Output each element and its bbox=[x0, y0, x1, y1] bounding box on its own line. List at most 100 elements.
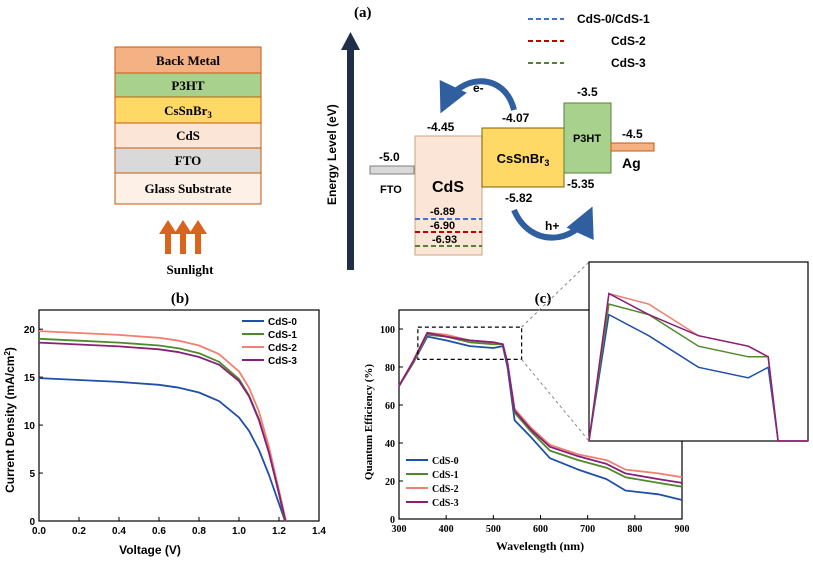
jv-legend-label: CdS-0 bbox=[268, 317, 297, 328]
jv-chart: 0.0 0.2 0.4 0.6 0.8 1.0 1.2 1.4 0 5 10 15 20 CdS-0 Cd… bbox=[24, 309, 326, 537]
jv-xtick-label: 1.2 bbox=[272, 526, 286, 537]
jv-ytick-label: 10 bbox=[24, 421, 36, 432]
jv-ytick-label: 20 bbox=[24, 325, 36, 336]
energy-axis-label: Energy Level (eV) bbox=[325, 104, 339, 205]
jv-series-cds-0 bbox=[38, 377, 286, 522]
jv-ylabel: Current Density (mA/cm2) bbox=[3, 347, 18, 493]
jv-series-cds-3 bbox=[38, 341, 287, 522]
jv-xtick-label: 0.8 bbox=[192, 526, 206, 537]
qe-xlabel: Wavelength (nm) bbox=[496, 539, 584, 553]
jv-xtick-label: 0.2 bbox=[72, 526, 86, 537]
layer-back-metal-label: Back Metal bbox=[156, 53, 220, 68]
qe-chart-series bbox=[398, 331, 683, 501]
band-diagram: -5.0 FTO -4.45 CdS -6.89 -6.90 -6.93 -4.… bbox=[369, 78, 655, 256]
qe-legend-label: CdS-3 bbox=[432, 498, 459, 509]
jv-plot-frame bbox=[38, 309, 320, 522]
cds-band bbox=[414, 135, 483, 256]
ag-level: -4.5 bbox=[622, 127, 643, 141]
jv-ytick-label: 15 bbox=[24, 373, 36, 384]
cds-vb-level-cds01: -6.89 bbox=[430, 206, 455, 218]
jv-legend-label: CdS-3 bbox=[268, 356, 297, 367]
fto-name: FTO bbox=[380, 184, 402, 196]
qe-xtick-label: 900 bbox=[675, 524, 690, 535]
qe-ytick-label: 100 bbox=[380, 325, 395, 336]
qe-ytick-label: 40 bbox=[385, 439, 395, 450]
jv-xtick-label: 0.6 bbox=[152, 526, 166, 537]
qe-chart-legend: CdS-0 CdS-1 CdS-2 CdS-3 bbox=[406, 456, 459, 509]
electron-label: e- bbox=[473, 81, 484, 95]
qe-ytick-label: 80 bbox=[385, 363, 395, 374]
qe-legend-label: CdS-2 bbox=[432, 484, 459, 495]
hole-transfer-arrow-icon bbox=[511, 206, 594, 241]
energy-axis bbox=[341, 32, 360, 270]
p3ht-lumo-level: -3.5 bbox=[577, 85, 598, 99]
qe-xtick-label: 600 bbox=[533, 524, 548, 535]
cds-vb-level-cds3: -6.93 bbox=[432, 234, 457, 246]
qe-inset bbox=[417, 261, 809, 442]
sunlight-label: Sunlight bbox=[167, 262, 215, 277]
jv-xtick-label: 0.0 bbox=[32, 526, 46, 537]
p3ht-name: P3HT bbox=[573, 133, 601, 145]
fto-level: -5.0 bbox=[379, 150, 400, 164]
panel-a-label: (a) bbox=[354, 5, 372, 21]
layer-glass-label: Glass Substrate bbox=[144, 181, 231, 196]
hole-label: h+ bbox=[545, 219, 559, 233]
layer-back-metal bbox=[114, 46, 262, 74]
cssnbr3-cb-level: -4.07 bbox=[502, 111, 530, 125]
qe-ytick-label: 0 bbox=[390, 515, 395, 526]
layer-cds-label: CdS bbox=[176, 128, 200, 143]
cssnbr3-band bbox=[481, 127, 565, 188]
device-stack: Back Metal P3HT CsSnBr3 CdS FTO Glass Su… bbox=[114, 46, 262, 205]
qe-ytick-label: 20 bbox=[385, 477, 395, 488]
jv-legend-label: CdS-1 bbox=[268, 330, 297, 341]
qe-legend-label: CdS-0 bbox=[432, 456, 459, 467]
qe-xtick-label: 500 bbox=[486, 524, 501, 535]
qe-ylabel: Quantum Efficiency (%) bbox=[363, 364, 375, 480]
legend-label-cds3: CdS-3 bbox=[611, 56, 646, 70]
fto-band bbox=[369, 165, 415, 175]
cssnbr3-name: CsSnBr3 bbox=[497, 151, 550, 168]
cds-name: CdS bbox=[432, 179, 464, 196]
qe-zoom-box bbox=[417, 326, 523, 361]
electron-transfer-arrow-icon bbox=[439, 78, 517, 114]
legend-label-cds01: CdS-0/CdS-1 bbox=[577, 12, 650, 26]
sunlight-arrows-icon bbox=[159, 220, 207, 254]
p3ht-homo-level: -5.35 bbox=[567, 177, 595, 191]
qe-inset-frame bbox=[588, 261, 809, 442]
ag-name: Ag bbox=[622, 155, 641, 171]
ag-band bbox=[610, 142, 655, 152]
jv-ytick-label: 0 bbox=[29, 517, 35, 528]
layer-cds bbox=[114, 122, 262, 149]
qe-xtick-label: 800 bbox=[627, 524, 642, 535]
qe-xtick-label: 400 bbox=[439, 524, 454, 535]
qe-xtick-label: 300 bbox=[392, 524, 407, 535]
cds-vb-level-cds2: -6.90 bbox=[430, 220, 455, 232]
jv-xtick-label: 1.4 bbox=[312, 526, 326, 537]
cds-cb-level: -4.45 bbox=[427, 120, 455, 134]
legend-label-cds2: CdS-2 bbox=[611, 34, 646, 48]
qe-legend-label: CdS-1 bbox=[432, 470, 459, 481]
qe-series-cds-3 bbox=[398, 331, 683, 484]
layer-glass bbox=[114, 172, 262, 205]
panel-b-label: (b) bbox=[171, 291, 189, 307]
jv-chart-axes: 0.0 0.2 0.4 0.6 0.8 1.0 1.2 1.4 0 5 10 15 20 bbox=[24, 309, 326, 537]
qe-inset-series-cds-3 bbox=[588, 292, 808, 442]
jv-ytick-label: 5 bbox=[29, 469, 35, 480]
layer-cssnbr3-label: CsSnBr3 bbox=[164, 103, 212, 120]
layer-p3ht bbox=[114, 72, 262, 98]
jv-xtick-label: 0.4 bbox=[112, 526, 126, 537]
jv-xlabel: Voltage (V) bbox=[119, 543, 181, 557]
cssnbr3-vb-level: -5.82 bbox=[505, 191, 533, 205]
jv-xtick-label: 1.0 bbox=[232, 526, 246, 537]
layer-p3ht-label: P3HT bbox=[171, 78, 205, 93]
jv-chart-series bbox=[38, 330, 287, 522]
p3ht-band bbox=[563, 102, 612, 174]
panel-c-label: (c) bbox=[535, 291, 552, 307]
jv-legend-label: CdS-2 bbox=[268, 343, 297, 354]
qe-xtick-label: 700 bbox=[580, 524, 595, 535]
qe-inset-connector bbox=[521, 261, 590, 328]
qe-ytick-label: 60 bbox=[385, 401, 395, 412]
